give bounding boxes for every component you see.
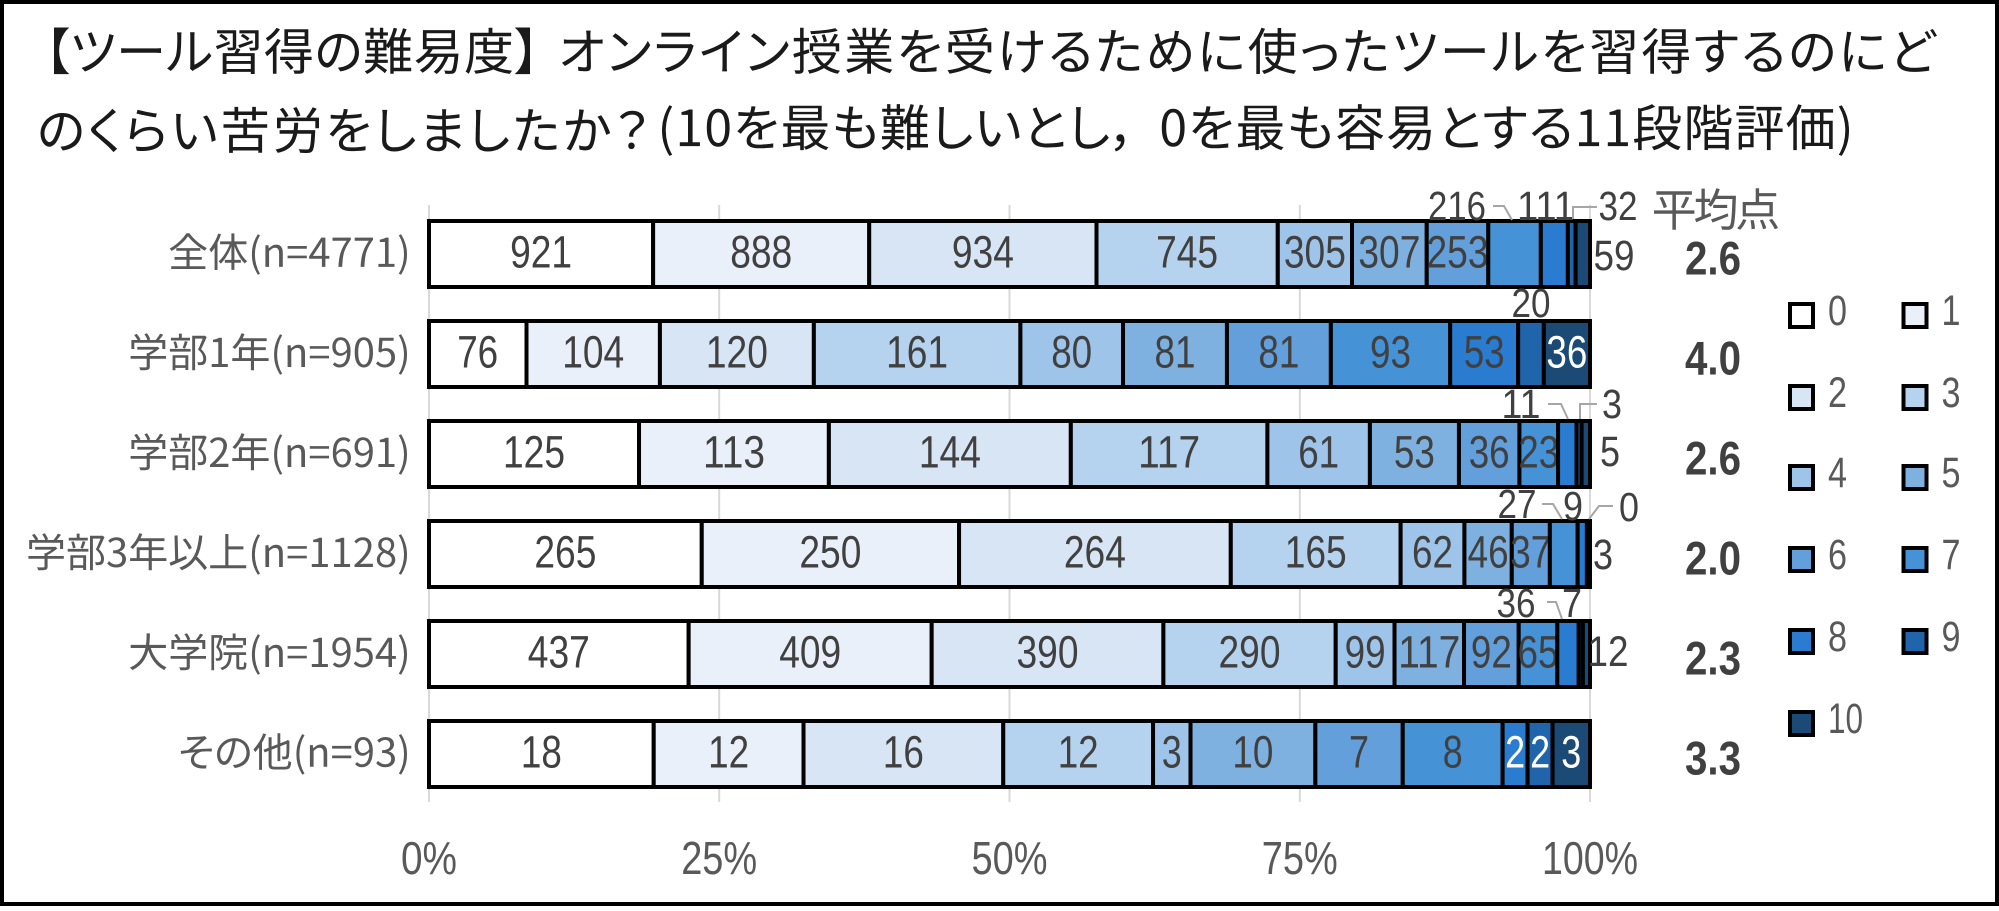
svg-text:62: 62: [1412, 527, 1453, 578]
svg-text:6: 6: [1828, 531, 1847, 579]
svg-text:2.0: 2.0: [1685, 532, 1741, 585]
svg-text:10: 10: [1828, 695, 1863, 743]
svg-text:50%: 50%: [972, 832, 1048, 884]
svg-text:81: 81: [1258, 327, 1299, 378]
svg-text:16: 16: [883, 727, 924, 778]
svg-text:36: 36: [1546, 327, 1587, 378]
svg-text:92: 92: [1471, 627, 1512, 678]
svg-text:7: 7: [1562, 580, 1582, 626]
svg-text:65: 65: [1518, 627, 1559, 678]
svg-text:409: 409: [779, 627, 841, 678]
svg-text:99: 99: [1345, 627, 1386, 678]
svg-text:0: 0: [1828, 287, 1847, 335]
svg-text:9: 9: [1942, 613, 1961, 661]
svg-text:307: 307: [1358, 227, 1420, 278]
svg-text:120: 120: [706, 327, 768, 378]
svg-text:80: 80: [1051, 327, 1092, 378]
svg-text:2.6: 2.6: [1685, 432, 1741, 485]
svg-text:161: 161: [886, 327, 948, 378]
svg-text:1: 1: [1942, 287, 1961, 335]
svg-text:305: 305: [1284, 227, 1346, 278]
svg-text:12: 12: [1058, 727, 1099, 778]
svg-text:921: 921: [510, 227, 572, 278]
svg-text:5: 5: [1600, 428, 1620, 476]
svg-text:216: 216: [1428, 183, 1486, 229]
svg-text:111: 111: [1517, 183, 1575, 229]
svg-text:7: 7: [1942, 531, 1961, 579]
svg-text:32: 32: [1599, 183, 1638, 229]
svg-text:4.0: 4.0: [1685, 332, 1741, 385]
svg-text:18: 18: [521, 727, 562, 778]
svg-text:265: 265: [534, 527, 596, 578]
svg-text:4: 4: [1828, 449, 1847, 497]
svg-text:390: 390: [1017, 627, 1079, 678]
svg-text:117: 117: [1398, 627, 1460, 678]
svg-text:934: 934: [952, 227, 1014, 278]
svg-text:37: 37: [1510, 527, 1551, 578]
svg-text:76: 76: [457, 327, 498, 378]
svg-text:104: 104: [562, 327, 624, 378]
svg-text:8: 8: [1443, 727, 1463, 778]
svg-text:125: 125: [503, 427, 565, 478]
svg-text:888: 888: [730, 227, 792, 278]
svg-text:253: 253: [1427, 227, 1489, 278]
svg-text:53: 53: [1464, 327, 1505, 378]
svg-text:3: 3: [1561, 727, 1581, 778]
svg-text:81: 81: [1155, 327, 1196, 378]
svg-text:53: 53: [1394, 427, 1435, 478]
svg-text:3: 3: [1593, 531, 1613, 579]
svg-text:745: 745: [1156, 227, 1218, 278]
svg-text:437: 437: [528, 627, 590, 678]
svg-text:144: 144: [919, 427, 981, 478]
svg-text:0: 0: [1619, 484, 1639, 530]
svg-text:61: 61: [1298, 427, 1339, 478]
svg-text:100%: 100%: [1542, 832, 1638, 884]
svg-text:264: 264: [1064, 527, 1126, 578]
svg-text:0%: 0%: [401, 832, 457, 884]
svg-text:2.3: 2.3: [1685, 632, 1741, 685]
svg-text:27: 27: [1498, 481, 1537, 527]
svg-text:75%: 75%: [1262, 832, 1338, 884]
svg-text:2: 2: [1828, 369, 1847, 417]
svg-text:25%: 25%: [681, 832, 757, 884]
svg-text:12: 12: [1588, 628, 1629, 676]
svg-text:12: 12: [708, 727, 749, 778]
svg-text:10: 10: [1232, 727, 1273, 778]
svg-text:23: 23: [1518, 427, 1559, 478]
svg-text:2: 2: [1505, 727, 1525, 778]
svg-text:113: 113: [703, 427, 765, 478]
svg-text:7: 7: [1349, 727, 1369, 778]
svg-text:290: 290: [1219, 627, 1281, 678]
svg-text:3.3: 3.3: [1685, 732, 1741, 785]
svg-text:59: 59: [1594, 232, 1635, 280]
svg-text:36: 36: [1497, 580, 1536, 626]
svg-text:2: 2: [1530, 727, 1550, 778]
svg-text:250: 250: [799, 527, 861, 578]
svg-text:3: 3: [1162, 727, 1182, 778]
svg-text:3: 3: [1602, 381, 1622, 427]
svg-text:5: 5: [1942, 449, 1961, 497]
svg-text:165: 165: [1285, 527, 1347, 578]
svg-text:2.6: 2.6: [1685, 232, 1741, 285]
svg-text:11: 11: [1502, 381, 1541, 427]
svg-text:9: 9: [1563, 483, 1583, 529]
svg-text:46: 46: [1468, 527, 1509, 578]
svg-text:3: 3: [1942, 369, 1961, 417]
svg-text:36: 36: [1469, 427, 1510, 478]
svg-text:20: 20: [1512, 280, 1551, 326]
svg-text:8: 8: [1828, 613, 1847, 661]
svg-text:93: 93: [1370, 327, 1411, 378]
svg-text:117: 117: [1138, 427, 1200, 478]
